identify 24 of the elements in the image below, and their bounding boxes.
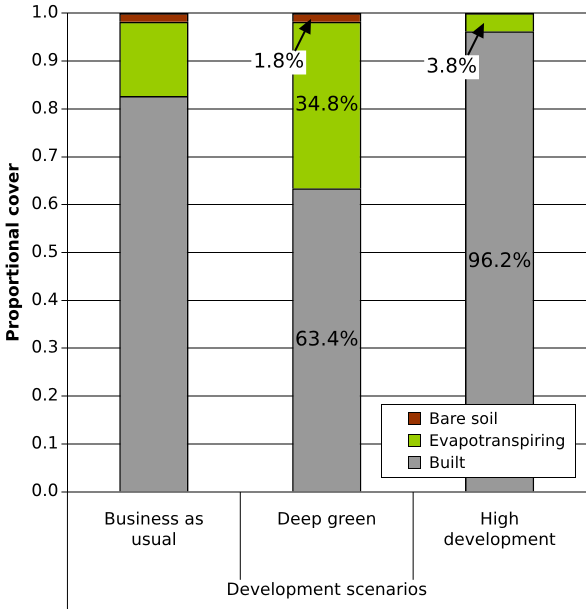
x-tick-label: Deep green bbox=[277, 509, 376, 530]
y-tick-label: 0.5 bbox=[31, 242, 58, 262]
data-label: 63.4% bbox=[294, 326, 358, 350]
data-label: 96.2% bbox=[468, 248, 532, 272]
y-tick-label: 0.7 bbox=[31, 146, 58, 166]
y-axis-title: Proportional cover bbox=[4, 162, 24, 342]
data-label: 1.8% bbox=[253, 48, 304, 73]
y-tick-label: 0.9 bbox=[31, 50, 58, 70]
y-tick-label: 0.1 bbox=[31, 433, 58, 454]
y-tick-label: 0.4 bbox=[31, 290, 58, 310]
x-tick-label: High development bbox=[443, 509, 556, 550]
y-tick-label: 0.0 bbox=[31, 481, 58, 502]
x-axis-title: Development scenarios bbox=[226, 580, 428, 600]
data-label: 34.8% bbox=[294, 91, 358, 116]
legend-label: Evapotranspiring bbox=[429, 430, 566, 452]
y-tick-label: 0.8 bbox=[31, 98, 58, 118]
x-tick-label: Business as usual bbox=[104, 509, 204, 550]
y-tick-label: 0.3 bbox=[31, 338, 58, 358]
legend-label: Built bbox=[429, 452, 466, 474]
data-label: 3.8% bbox=[426, 53, 478, 78]
y-tick-label: 0.6 bbox=[31, 194, 58, 214]
legend-label: Bare soil bbox=[429, 408, 498, 430]
y-tick-label: 1.0 bbox=[31, 2, 58, 23]
y-tick-label: 0.2 bbox=[31, 386, 58, 406]
